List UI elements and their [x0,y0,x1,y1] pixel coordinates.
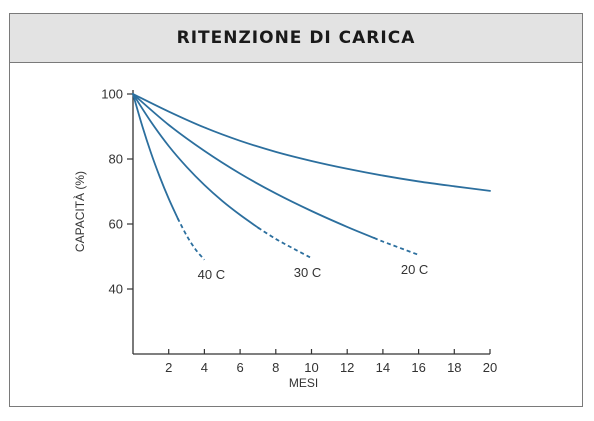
x-tick-label: 2 [165,360,172,375]
series-label: 40 C [198,267,225,282]
x-tick-label: 16 [411,360,425,375]
chart-series [132,93,491,261]
x-tick-label: 6 [236,360,243,375]
y-tick-label: 40 [109,282,123,297]
y-tick-label: 60 [109,217,123,232]
series-line-extrapolated [257,226,312,259]
chart-labels: 40 C 30 C 20 C [198,262,429,282]
series-line [132,93,261,230]
x-tick-label: 12 [340,360,354,375]
chart-frame: RITENZIONE DI CARICA [9,13,583,407]
x-axis-title: MESI [289,376,318,390]
chart-header: RITENZIONE DI CARICA [10,14,582,63]
chart-axes: 2 4 6 8 10 12 14 16 18 20 40 60 80 100 MESI CAPACITÀ (%… [72,87,497,391]
series-line-extrapolated [373,237,419,256]
series-label: 20 C [401,262,428,277]
series-line [132,93,375,239]
x-tick-label: 8 [272,360,279,375]
y-axis-title: CAPACITÀ (%) [72,171,87,252]
series-label: 30 C [294,265,321,280]
y-tick-label: 100 [101,87,123,102]
x-tick-label: 18 [447,360,461,375]
x-tick-label: 10 [304,360,318,375]
x-tick-label: 4 [201,360,208,375]
series-line [132,93,491,192]
chart-title: RITENZIONE DI CARICA [176,28,416,48]
x-tick-label: 14 [376,360,390,375]
series-line-extrapolated [176,217,206,261]
x-tick-label: 20 [483,360,497,375]
y-tick-label: 80 [109,152,123,167]
